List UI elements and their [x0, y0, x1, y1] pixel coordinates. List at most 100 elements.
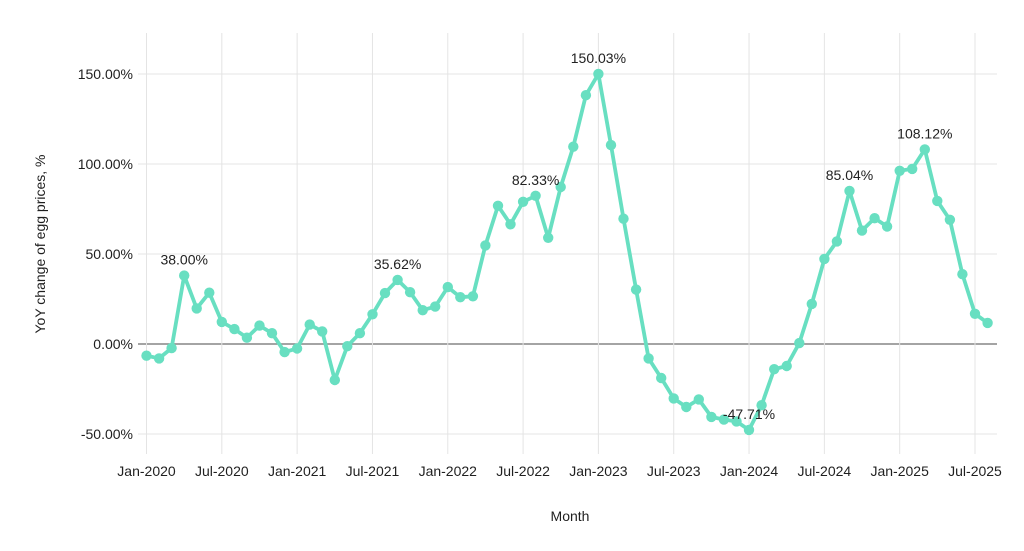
data-point-marker: [279, 346, 290, 358]
data-point-marker: [166, 342, 177, 354]
data-point-marker: [455, 292, 466, 303]
data-point-marker: [831, 236, 843, 247]
data-point-marker: [869, 213, 880, 224]
data-point-marker: [630, 284, 642, 295]
y-tick-label: 100.00%: [78, 156, 133, 172]
data-point-marker: [467, 291, 479, 302]
data-point-marker: [153, 353, 165, 364]
data-point-marker: [342, 341, 353, 352]
data-point-marker: [517, 196, 529, 207]
point-annotations: 38.00% 35.62% 82.33% 150.03% -47.71% 85.04% 10…: [160, 50, 952, 422]
x-tick-label: Jul-2024: [798, 463, 852, 479]
data-point-marker: [769, 364, 780, 375]
data-point-marker: [141, 350, 152, 361]
vertical-gridlines: [146, 33, 976, 454]
data-point-marker: [417, 305, 428, 316]
data-point-marker: [856, 225, 868, 236]
data-point-marker: [367, 309, 378, 320]
data-point-marker: [982, 317, 993, 329]
y-axis-title: YoY change of egg prices, %: [32, 154, 48, 333]
data-point-marker: [605, 139, 617, 151]
data-point-marker: [191, 303, 202, 314]
x-tick-label: Jan-2025: [870, 463, 929, 479]
y-tick-label: 50.00%: [86, 246, 133, 262]
price-line-series: [141, 68, 993, 436]
data-point-marker: [668, 393, 679, 404]
x-tick-label: Jan-2022: [419, 463, 478, 479]
data-point-marker: [781, 360, 792, 372]
data-point-marker: [894, 165, 905, 176]
data-point-marker: [241, 332, 253, 343]
data-point-marker: [291, 343, 303, 354]
data-point-marker: [354, 328, 366, 339]
point-annotation-label: 38.00%: [160, 252, 207, 268]
x-axis-title: Month: [551, 508, 590, 524]
data-point-marker: [957, 269, 968, 280]
data-point-marker: [681, 401, 692, 413]
data-point-marker: [756, 400, 767, 411]
data-point-marker: [480, 240, 491, 251]
data-point-marker: [229, 323, 240, 335]
data-point-marker: [266, 328, 278, 339]
point-annotation-label: 35.62%: [374, 256, 421, 272]
data-point-marker: [618, 213, 629, 224]
x-tick-label: Jan-2023: [569, 463, 628, 479]
x-tick-label: Jan-2021: [268, 463, 327, 479]
data-point-marker: [555, 181, 566, 193]
data-point-marker: [656, 372, 667, 384]
point-annotation-label: 85.04%: [826, 167, 873, 183]
data-point-marker: [593, 68, 604, 80]
x-tick-label: Jul-2021: [346, 463, 400, 479]
data-point-marker: [643, 353, 654, 364]
data-point-marker: [969, 308, 981, 319]
point-annotation-label: 108.12%: [897, 125, 952, 141]
x-tick-label: Jan-2020: [117, 463, 176, 479]
x-tick-label: Jul-2025: [948, 463, 1002, 479]
data-point-marker: [304, 319, 315, 330]
y-tick-label: -50.00%: [81, 426, 133, 442]
x-tick-label: Jul-2020: [195, 463, 249, 479]
data-point-marker: [907, 163, 918, 175]
data-point-marker: [794, 337, 805, 349]
data-point-marker: [844, 185, 855, 197]
point-annotation-label: 150.03%: [571, 50, 626, 66]
data-point-marker: [718, 414, 730, 425]
y-tick-label: 150.00%: [78, 66, 133, 82]
data-point-marker: [806, 298, 817, 310]
data-point-marker: [317, 326, 328, 337]
data-point-marker: [179, 270, 190, 281]
data-point-marker: [430, 301, 441, 312]
data-point-marker: [944, 214, 956, 225]
data-point-marker: [543, 232, 554, 243]
data-point-marker: [706, 411, 717, 423]
price-line: [144, 72, 990, 432]
point-annotation-label: 82.33%: [512, 172, 559, 188]
horizontal-gridlines: [138, 73, 997, 435]
point-annotation-label: -47.71%: [723, 406, 775, 422]
x-tick-label: Jul-2022: [496, 463, 550, 479]
x-tick-label: Jan-2024: [720, 463, 779, 479]
data-point-marker: [329, 374, 340, 386]
data-point-marker: [932, 195, 943, 207]
x-axis-tick-labels: Jan-2020 Jul-2020 Jan-2021 Jul-2021 Jan-2022…: [117, 463, 1002, 479]
data-point-marker: [254, 320, 265, 331]
data-point-marker: [568, 141, 579, 152]
data-point-marker: [743, 424, 755, 436]
data-point-marker: [731, 416, 742, 427]
data-point-marker: [919, 144, 930, 155]
data-point-marker: [580, 90, 592, 101]
data-point-marker: [379, 287, 391, 299]
data-point-marker: [216, 316, 227, 328]
data-point-marker: [530, 190, 541, 201]
y-tick-label: 0.00%: [93, 336, 133, 352]
y-axis-tick-labels: 150.00% 100.00% 50.00% 0.00% -50.00%: [78, 66, 133, 442]
data-point-marker: [404, 287, 416, 298]
x-tick-label: Jul-2023: [647, 463, 701, 479]
data-point-marker: [819, 253, 830, 265]
data-point-marker: [881, 221, 893, 232]
data-point-marker: [204, 287, 215, 298]
data-point-marker: [442, 281, 453, 293]
data-point-marker: [492, 200, 504, 211]
data-point-marker: [693, 394, 704, 405]
